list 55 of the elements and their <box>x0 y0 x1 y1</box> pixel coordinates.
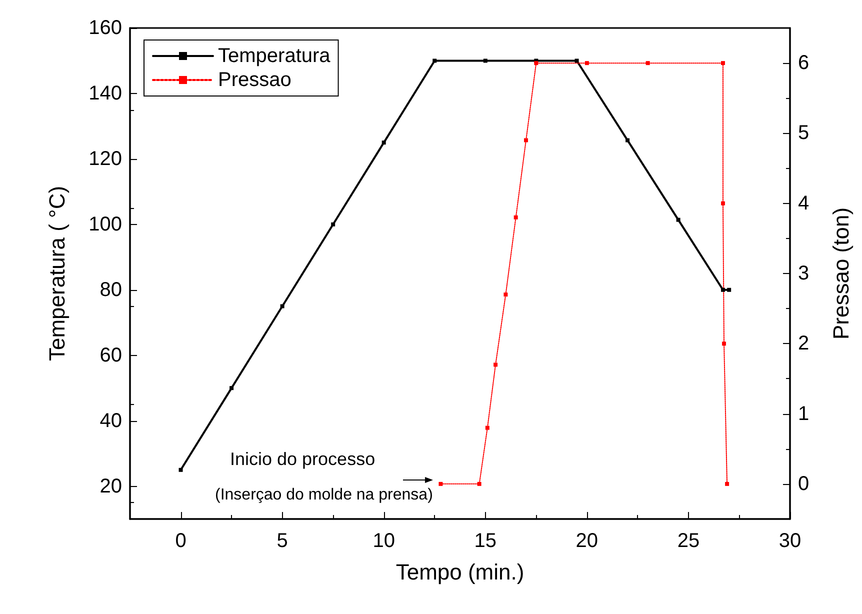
x-tick-label: 25 <box>677 530 700 552</box>
y2-tick-label: 3 <box>798 262 810 284</box>
point <box>494 362 498 367</box>
point <box>524 138 528 142</box>
point <box>727 288 732 292</box>
point <box>382 140 386 145</box>
point <box>178 468 183 472</box>
x-tick-label: 0 <box>175 530 186 552</box>
y-tick-label: 120 <box>88 148 122 170</box>
point <box>230 386 234 390</box>
point <box>646 61 650 66</box>
point <box>432 58 437 63</box>
point <box>514 215 518 220</box>
y2-tick-label: 2 <box>798 332 810 355</box>
point <box>280 304 284 308</box>
x-tick-label: 20 <box>576 530 598 552</box>
y-tick-label: 40 <box>100 410 122 432</box>
point <box>483 58 488 63</box>
point <box>584 61 589 66</box>
point <box>331 222 336 226</box>
x-tick-label: 5 <box>276 530 288 552</box>
point <box>504 292 508 297</box>
x-tick-label: 10 <box>372 530 395 552</box>
y-tick-label: 60 <box>100 344 122 366</box>
point <box>722 342 726 346</box>
point <box>626 138 630 142</box>
annotation: (Inserçao do molde na prensa) <box>215 486 433 504</box>
y2-tick-label: 1 <box>798 402 810 425</box>
point <box>720 201 725 206</box>
point <box>720 288 725 292</box>
point <box>438 482 443 486</box>
y2-tick-label: 6 <box>798 52 810 74</box>
y-tick-label: 80 <box>100 278 122 301</box>
point <box>676 218 680 222</box>
y-axis-title: Temperatura ( °C) <box>44 186 70 362</box>
x-axis-title: Tempo (min.) <box>396 560 524 584</box>
x-tick-label: 30 <box>778 530 802 552</box>
point <box>574 58 579 63</box>
y2-axis-title: Pressao (ton) <box>828 207 854 340</box>
legend-label: Pressao <box>218 69 292 91</box>
y-tick-label: 20 <box>100 475 122 498</box>
y-tick-label: 160 <box>88 17 122 39</box>
y-tick-label: 140 <box>88 82 122 104</box>
y2-tick-label: 5 <box>798 122 810 144</box>
x-tick-label: 15 <box>474 530 497 552</box>
point <box>534 61 538 66</box>
y2-tick-label: 4 <box>798 192 810 214</box>
y2-tick-label: 0 <box>798 472 810 495</box>
annotation: Inicio do processo <box>230 449 376 469</box>
legend-label: Temperatura <box>218 45 332 67</box>
point <box>720 61 725 66</box>
point <box>725 482 730 486</box>
point <box>477 482 482 486</box>
y-tick-label: 100 <box>88 213 122 236</box>
point <box>485 426 490 430</box>
